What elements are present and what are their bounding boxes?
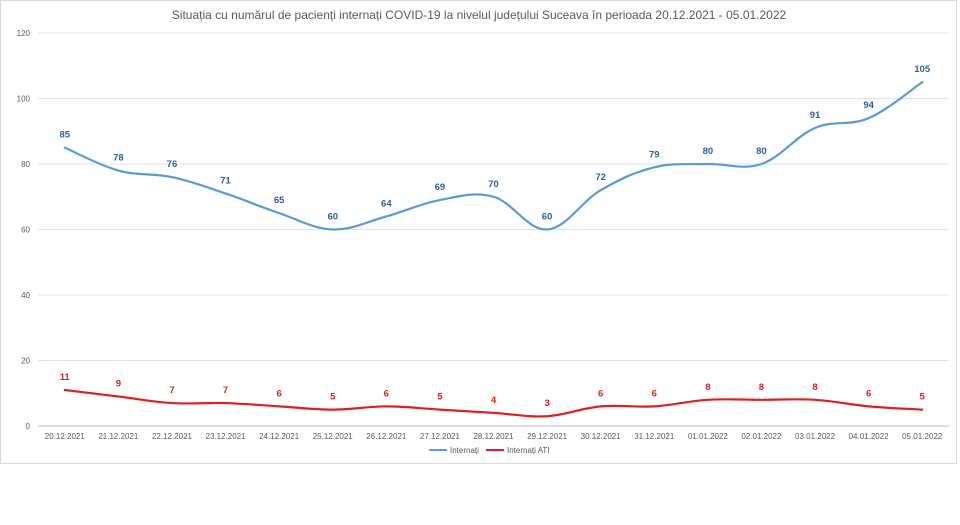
line-chart: Situația cu numărul de pacienți internaț… (17, 8, 949, 455)
data-label: 105 (914, 64, 931, 75)
data-label: 9 (116, 379, 121, 390)
gridlines (38, 32, 949, 427)
data-label: 80 (703, 146, 714, 157)
x-tick-label: 28.12.2021 (473, 432, 514, 441)
data-label: 5 (330, 392, 336, 403)
x-axis-ticks: 20.12.2021 21.12.2021 22.12.2021 23.12.2021… (45, 432, 943, 441)
chart-title: Situația cu numărul de pacienți internaț… (172, 8, 787, 22)
x-tick-label: 23.12.2021 (206, 432, 247, 441)
x-tick-label: 27.12.2021 (420, 432, 461, 441)
data-label: 76 (167, 159, 178, 170)
data-label: 60 (327, 212, 338, 223)
data-label: 5 (437, 392, 443, 403)
x-tick-label: 05.01.2022 (902, 432, 943, 441)
chart-frame: Situația cu numărul de pacienți internaț… (0, 0, 957, 464)
data-label: 8 (705, 382, 710, 393)
data-label: 7 (223, 385, 228, 396)
x-tick-label: 01.01.2022 (688, 432, 729, 441)
data-label: 71 (220, 175, 231, 186)
legend: Internați Internați ATI (429, 446, 550, 455)
y-tick-label: 20 (21, 357, 30, 366)
series-lines (63, 81, 924, 418)
y-tick-label: 40 (21, 291, 30, 300)
data-label: 8 (759, 382, 764, 393)
x-tick-label: 03.01.2022 (795, 432, 836, 441)
y-axis-ticks: 0 20 40 60 80 100 120 (17, 29, 31, 431)
data-label: 80 (756, 146, 767, 157)
x-tick-label: 29.12.2021 (527, 432, 568, 441)
x-tick-label: 30.12.2021 (581, 432, 622, 441)
data-label: 69 (435, 182, 446, 193)
data-label: 6 (866, 388, 871, 399)
x-tick-label: 31.12.2021 (634, 432, 675, 441)
data-label: 6 (598, 388, 603, 399)
y-tick-label: 60 (21, 226, 30, 235)
x-tick-label: 25.12.2021 (313, 432, 354, 441)
y-tick-label: 120 (17, 29, 31, 38)
data-label: 6 (276, 388, 281, 399)
x-tick-label: 21.12.2021 (98, 432, 139, 441)
legend-entry: Internați (450, 446, 479, 455)
data-label: 70 (488, 179, 499, 190)
series-line-0 (63, 81, 924, 231)
data-label: 11 (60, 372, 71, 383)
data-label: 3 (544, 398, 549, 409)
x-tick-label: 26.12.2021 (366, 432, 407, 441)
data-label: 4 (491, 395, 497, 406)
y-tick-label: 80 (21, 160, 30, 169)
y-tick-label: 0 (26, 422, 31, 431)
data-label: 7 (169, 385, 174, 396)
data-label: 64 (381, 198, 392, 209)
data-label: 60 (542, 212, 553, 223)
data-label: 78 (113, 153, 124, 164)
data-label: 94 (863, 100, 874, 111)
x-tick-label: 20.12.2021 (45, 432, 86, 441)
x-tick-label: 04.01.2022 (849, 432, 890, 441)
data-label: 5 (920, 392, 926, 403)
data-label: 65 (274, 195, 285, 206)
x-tick-label: 22.12.2021 (152, 432, 193, 441)
data-label: 6 (384, 388, 389, 399)
data-label: 79 (649, 149, 660, 160)
x-tick-label: 24.12.2021 (259, 432, 300, 441)
data-label: 8 (812, 382, 817, 393)
x-tick-label: 02.01.2022 (741, 432, 782, 441)
legend-entry: Internați ATI (507, 446, 550, 455)
data-label: 6 (652, 388, 657, 399)
data-label: 72 (595, 172, 606, 183)
y-tick-label: 100 (17, 95, 31, 104)
series-line-1 (63, 388, 924, 418)
data-label: 91 (810, 110, 821, 121)
data-label: 85 (60, 130, 71, 141)
